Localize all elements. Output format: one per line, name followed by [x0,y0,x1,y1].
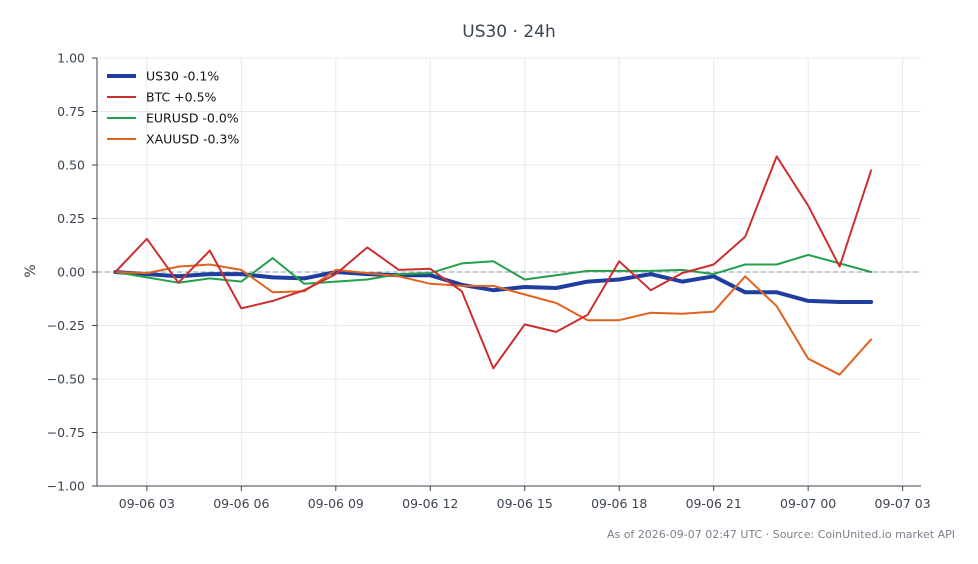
y-tick-label: 1.00 [57,51,85,66]
series-lines [113,155,874,376]
y-tick-label: 0.25 [57,211,85,226]
y-tick-label: −0.25 [47,318,85,333]
legend: US30 -0.1% BTC +0.5% EURUSD -0.0% XAUUSD -0… [107,69,239,147]
x-axis-ticks: 09-06 03 09-06 06 09-06 09 09-06 12 09-06 15… [119,486,931,511]
x-tick-label: 09-06 09 [308,496,364,511]
x-tick-label: 09-06 21 [686,496,742,511]
x-tick-label: 09-06 18 [591,496,647,511]
x-tick-label: 09-06 15 [497,496,553,511]
series-line-3 [114,263,873,376]
x-tick-label: 09-06 06 [213,496,269,511]
x-tick-label: 09-06 03 [119,496,175,511]
legend-label-1: BTC +0.5% [146,90,217,105]
y-tick-label: −0.50 [47,372,85,387]
legend-label-0: US30 -0.1% [146,69,219,84]
y-axis-label: % [23,264,39,277]
x-tick-label: 09-07 03 [875,496,931,511]
y-axis-ticks: −1.00 −0.75 −0.50 −0.25 0.00 0.25 0.50 0.75 1.00 [47,51,97,494]
y-tick-label: 0.50 [57,158,85,173]
y-tick-label: −1.00 [47,479,85,494]
y-tick-label: 0.00 [57,265,85,280]
series-line-2 [114,253,873,285]
chart-title: US30 · 24h [462,22,555,42]
y-tick-label: 0.75 [57,104,85,119]
y-tick-label: −0.75 [47,425,85,440]
legend-label-3: XAUUSD -0.3% [146,132,239,147]
source-footer: As of 2026-09-07 02:47 UTC · Source: Coi… [607,528,955,541]
x-tick-label: 09-07 00 [780,496,836,511]
legend-label-2: EURUSD -0.0% [146,111,239,126]
series-line-0 [113,270,874,304]
series-line-1 [114,155,873,370]
x-tick-label: 09-06 12 [402,496,458,511]
